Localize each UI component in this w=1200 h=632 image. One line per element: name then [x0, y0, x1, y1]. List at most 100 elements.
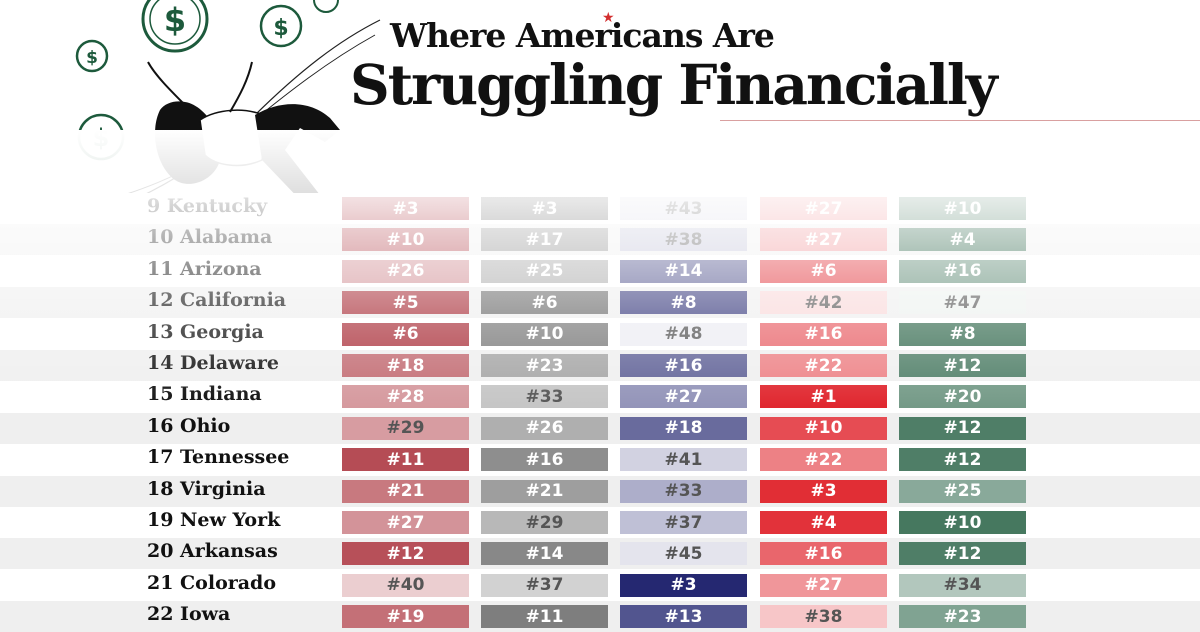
rank-cell: #10 — [899, 197, 1026, 220]
rank-cell: #6 — [760, 259, 887, 283]
table-row: 17 Tennessee #11 #16 #41 #22 #12 — [0, 444, 1200, 476]
rank-cell: #23 — [899, 605, 1026, 629]
rank-cell: #18 — [342, 354, 469, 377]
state-rank-label: 16 Ohio — [147, 414, 231, 437]
star-icon: ★ — [602, 10, 615, 26]
state-rank-label: 13 Georgia — [147, 320, 264, 343]
table-row: 19 New York #27 #29 #37 #4 #10 — [0, 507, 1200, 538]
table-row: 10 Alabama #10 #17 #38 #27 #4 — [0, 224, 1200, 256]
dollar-coin-icon — [313, 0, 339, 13]
table-row: 11 Arizona #26 #25 #14 #6 #16 — [0, 255, 1200, 287]
state-rank-label: 14 Delaware — [147, 352, 279, 374]
rank-cell: #33 — [620, 479, 747, 503]
rank-cell: #38 — [760, 605, 887, 629]
rank-cell: #43 — [620, 197, 747, 220]
table-row: 16 Ohio #29 #26 #18 #10 #12 — [0, 412, 1200, 444]
table-row: 13 Georgia #6 #10 #48 #16 #8 — [0, 318, 1200, 350]
rank-cell: #27 — [760, 197, 887, 220]
title-block: Where Americans Are ★ Struggling Financi… — [350, 0, 1200, 130]
dollar-coin-icon: $ — [75, 39, 109, 73]
rank-cell: #26 — [481, 416, 608, 440]
rank-cell: #40 — [342, 573, 469, 597]
state-rank-label: 17 Tennessee — [147, 446, 290, 469]
rank-cell: #48 — [620, 322, 747, 346]
rank-cell: #4 — [760, 511, 887, 534]
rank-cell: #42 — [760, 291, 887, 315]
rank-cell: #16 — [620, 354, 747, 377]
state-rank-label: 19 New York — [147, 509, 281, 531]
rank-cell: #13 — [620, 605, 747, 629]
rank-cell: #20 — [899, 385, 1026, 409]
rank-cell: #38 — [620, 228, 747, 252]
rank-cell: #27 — [342, 511, 469, 534]
state-rank-label: 10 Alabama — [147, 226, 273, 249]
rank-cell: #16 — [481, 448, 608, 472]
rank-cell: #45 — [620, 542, 747, 566]
rank-cell: #12 — [899, 416, 1026, 440]
rank-cell: #12 — [899, 542, 1026, 566]
rank-cell: #6 — [481, 291, 608, 315]
state-rank-label: 15 Indiana — [147, 383, 262, 406]
rank-cell: #11 — [342, 448, 469, 472]
rank-cell: #5 — [342, 291, 469, 315]
state-rank-label: 21 Colorado — [147, 571, 277, 594]
dollar-coin-icon: $ — [259, 4, 303, 48]
rank-cell: #28 — [342, 385, 469, 409]
rank-cell: #12 — [342, 542, 469, 566]
table-row: 14 Delaware #18 #23 #16 #22 #12 — [0, 350, 1200, 381]
rank-cell: #3 — [342, 197, 469, 220]
title-line-1: Where Americans Are — [390, 16, 775, 55]
svg-text:$: $ — [86, 48, 98, 68]
state-rank-label: 20 Arkansas — [147, 540, 278, 563]
title-line-2: Struggling Financially — [350, 52, 998, 117]
rank-cell: #21 — [342, 479, 469, 503]
title-divider — [720, 120, 1200, 121]
rank-cell: #12 — [899, 448, 1026, 472]
state-rank-label: 11 Arizona — [147, 257, 262, 280]
rank-cell: #3 — [620, 573, 747, 597]
dollar-coin-icon: $ — [141, 0, 209, 53]
table-row: 15 Indiana #28 #33 #27 #1 #20 — [0, 381, 1200, 413]
rank-cell: #23 — [481, 354, 608, 377]
table-row: 9 Kentucky #3 #3 #43 #27 #10 — [0, 193, 1200, 224]
rank-cell: #21 — [481, 479, 608, 503]
state-rank-label: 9 Kentucky — [147, 195, 268, 217]
state-rank-label: 12 California — [147, 289, 287, 312]
rank-cell: #4 — [899, 228, 1026, 252]
rank-cell: #33 — [481, 385, 608, 409]
rank-cell: #12 — [899, 354, 1026, 377]
rank-cell: #1 — [760, 385, 887, 409]
table-row: 21 Colorado #40 #37 #3 #27 #34 — [0, 569, 1200, 601]
rank-cell: #10 — [760, 416, 887, 440]
rank-cell: #27 — [760, 573, 887, 597]
rank-cell: #10 — [899, 511, 1026, 534]
state-rank-label: 22 Iowa — [147, 603, 231, 626]
rank-cell: #29 — [342, 416, 469, 440]
rank-cell: #22 — [760, 448, 887, 472]
rank-cell: #3 — [760, 479, 887, 503]
rank-cell: #14 — [620, 259, 747, 283]
rank-cell: #27 — [760, 228, 887, 252]
rank-cell: #10 — [481, 322, 608, 346]
rank-cell: #29 — [481, 511, 608, 534]
rank-cell: #41 — [620, 448, 747, 472]
rank-cell: #16 — [760, 322, 887, 346]
rank-cell: #37 — [620, 511, 747, 534]
rank-cell: #19 — [342, 605, 469, 629]
rank-cell: #8 — [899, 322, 1026, 346]
state-rank-label: 18 Virginia — [147, 477, 266, 500]
table-row: 22 Iowa #19 #11 #13 #38 #23 — [0, 601, 1200, 632]
table-row: 20 Arkansas #12 #14 #45 #16 #12 — [0, 538, 1200, 570]
table-row: 18 Virginia #21 #21 #33 #3 #25 — [0, 475, 1200, 507]
rank-cell: #6 — [342, 322, 469, 346]
rank-cell: #10 — [342, 228, 469, 252]
svg-text:$: $ — [164, 1, 186, 39]
rank-cell: #18 — [620, 416, 747, 440]
rank-cell: #37 — [481, 573, 608, 597]
rank-cell: #34 — [899, 573, 1026, 597]
rank-cell: #14 — [481, 542, 608, 566]
svg-text:$: $ — [273, 16, 288, 41]
rank-cell: #11 — [481, 605, 608, 629]
rank-cell: #22 — [760, 354, 887, 377]
